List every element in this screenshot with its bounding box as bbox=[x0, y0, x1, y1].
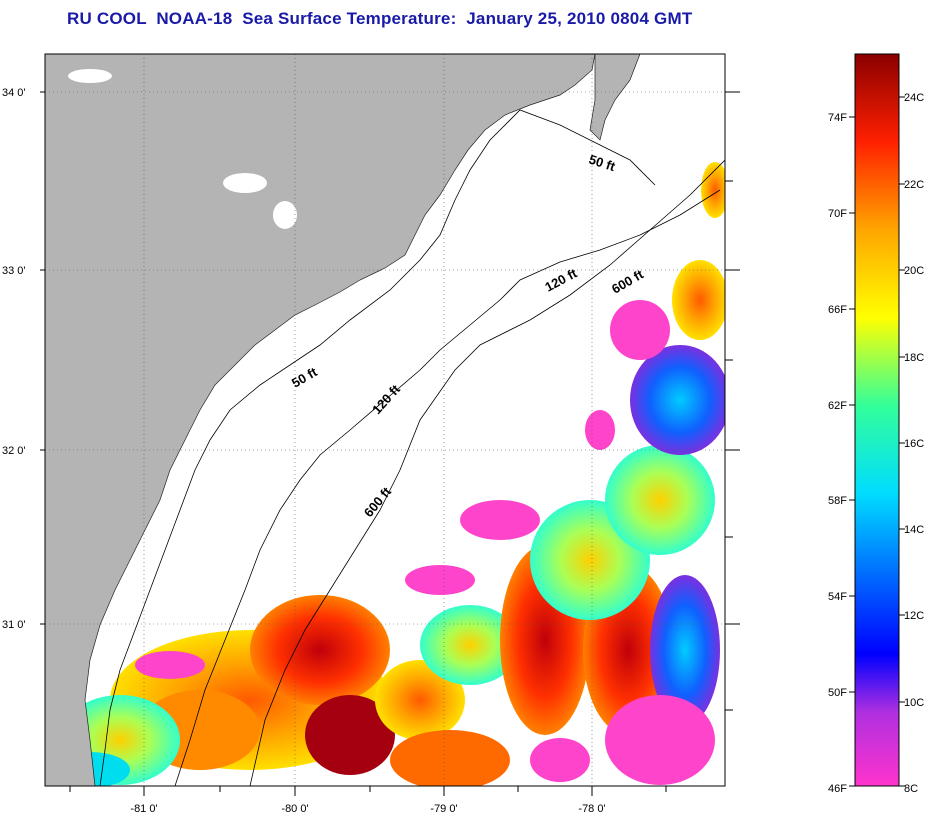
lat-label-32: 32 0' bbox=[2, 445, 26, 457]
cb-c-label-8: 8C bbox=[904, 783, 918, 795]
map-frame bbox=[44, 53, 726, 787]
lon-label-81: -81 0' bbox=[130, 803, 157, 815]
lon-label-79: -79 0' bbox=[430, 803, 457, 815]
lon-label-78: -78 0' bbox=[578, 803, 605, 815]
cb-c-label-20: 20C bbox=[904, 265, 924, 277]
cb-c-label-12: 12C bbox=[904, 610, 924, 622]
lon-label-80: -80 0' bbox=[281, 803, 308, 815]
cb-c-label-10: 10C bbox=[904, 697, 924, 709]
lat-label-34: 34 0' bbox=[2, 87, 26, 99]
cb-c-label-18: 18C bbox=[904, 352, 924, 364]
depth-contours bbox=[99, 109, 725, 786]
cb-f-label-70: 70F bbox=[828, 208, 847, 220]
cb-f-label-50: 50F bbox=[828, 687, 847, 699]
cb-c-label-16: 16C bbox=[904, 438, 924, 450]
axis-ticks bbox=[40, 91, 740, 796]
cb-c-label-22: 22C bbox=[904, 179, 924, 191]
cb-f-label-54: 54F bbox=[828, 591, 847, 603]
lat-label-31: 31 0' bbox=[2, 619, 26, 631]
grid-lines bbox=[45, 54, 725, 786]
map-area bbox=[45, 54, 725, 786]
cb-f-label-66: 66F bbox=[828, 304, 847, 316]
land-no-data bbox=[68, 69, 297, 229]
colorbar-gradient bbox=[854, 53, 900, 787]
colorbar: 74F 70F 66F 62F 58F 54F 50F 46F 24C 22C … bbox=[828, 53, 924, 795]
lat-label-33: 33 0' bbox=[2, 265, 26, 277]
cb-c-label-24: 24C bbox=[904, 92, 924, 104]
map-title: RU COOL NOAA-18 Sea Surface Temperature:… bbox=[67, 9, 693, 28]
cb-f-label-62: 62F bbox=[828, 400, 847, 412]
cb-f-label-74: 74F bbox=[828, 112, 847, 124]
cb-f-label-58: 58F bbox=[828, 495, 847, 507]
cb-f-label-46: 46F bbox=[828, 783, 847, 795]
cb-c-label-14: 14C bbox=[904, 524, 924, 536]
